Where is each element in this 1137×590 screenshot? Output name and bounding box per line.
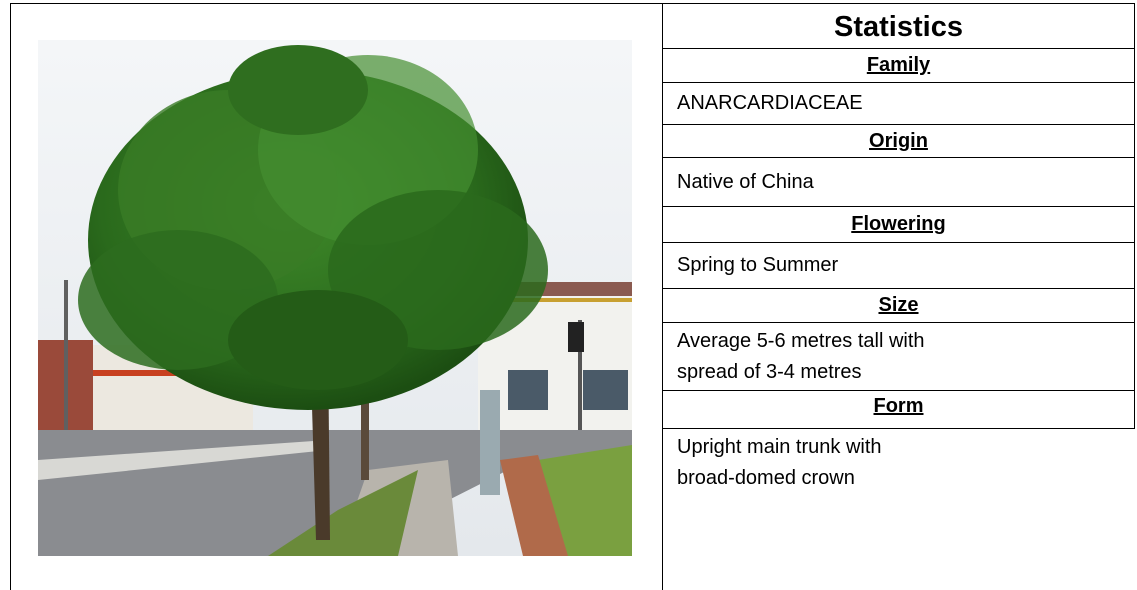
page: Statistics Family ANARCARDIACEAE Origin …: [0, 0, 1137, 590]
heading: Flowering: [663, 207, 1134, 242]
border: [1134, 3, 1135, 428]
value-text: Upright main trunk with broad-domed crow…: [677, 432, 932, 494]
value: Average 5-6 metres tall with spread of 3…: [663, 326, 1134, 390]
border: [10, 3, 11, 590]
heading: Origin: [663, 125, 1134, 157]
border: [662, 322, 1135, 323]
heading: Size: [663, 289, 1134, 322]
value: Native of China: [663, 158, 1134, 206]
heading: Family: [663, 49, 1134, 82]
title: Statistics: [663, 5, 1134, 48]
value: ANARCARDIACEAE: [663, 83, 1134, 124]
tree-photo: [38, 40, 632, 556]
value-text: Spring to Summer: [677, 243, 932, 288]
heading: Form: [663, 391, 1134, 428]
value: Spring to Summer: [663, 243, 1134, 288]
value-text: Average 5-6 metres tall with spread of 3…: [677, 326, 932, 388]
value-text: ANARCARDIACEAE: [677, 83, 932, 124]
border: [662, 428, 1135, 429]
border: [10, 3, 1135, 4]
value-text: Native of China: [677, 158, 932, 206]
value: Upright main trunk with broad-domed crow…: [663, 432, 1134, 590]
